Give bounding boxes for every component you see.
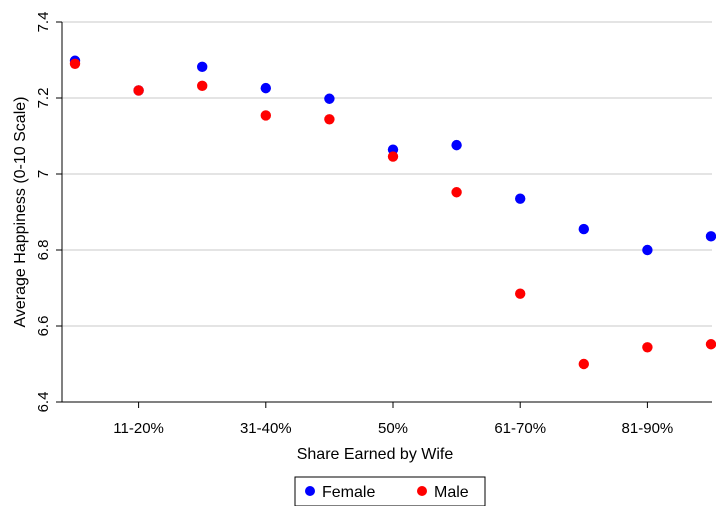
data-point-male: [451, 187, 462, 198]
x-tick-label: 11-20%: [113, 420, 164, 437]
data-point-male: [260, 110, 271, 121]
data-point-male: [578, 358, 589, 370]
legend-box: [294, 476, 486, 506]
data-point-male: [69, 58, 81, 69]
legend-label-female: Female: [322, 484, 375, 501]
y-tick-label: 7: [35, 170, 52, 178]
data-point-female: [642, 244, 653, 256]
legend-marker-female: [305, 486, 315, 496]
data-point-male: [387, 151, 399, 162]
x-tick-label: 31-40%: [240, 420, 292, 437]
data-point-female: [578, 223, 589, 235]
y-axis-title: Average Happiness (0-10 Scale): [12, 97, 29, 328]
y-tick-label: 7.2: [35, 88, 52, 109]
legend-marker-male: [417, 486, 427, 496]
data-point-female: [197, 61, 208, 73]
data-point-male: [197, 80, 208, 92]
legend: Female Male: [294, 476, 486, 506]
y-tick-label: 7.4: [35, 12, 52, 33]
gridlines: [62, 21, 712, 403]
data-point-male: [642, 342, 653, 353]
y-tick-label: 6.6: [35, 316, 52, 337]
data-point-female: [324, 93, 335, 104]
data-point-female: [260, 82, 271, 94]
data-point-male: [515, 288, 526, 299]
x-tick-label: 61-70%: [494, 420, 546, 437]
data-point-female: [705, 231, 716, 242]
x-axis-title: Share Earned by Wife: [297, 446, 454, 463]
y-tick-label: 6.4: [35, 392, 52, 413]
y-tick-label: 6.8: [35, 240, 52, 261]
data-point-female: [515, 193, 526, 204]
y-axis-ticks: 6.4 6.6 6.8 7 7.2 7.4: [35, 12, 62, 413]
x-tick-label: 81-90%: [622, 420, 674, 437]
legend-label-male: Male: [434, 484, 469, 501]
data-point-female: [451, 139, 462, 151]
x-axis-ticks: 11-20% 31-40% 50% 61-70% 81-90%: [113, 402, 673, 437]
data-point-male: [705, 339, 716, 350]
data-point-male: [133, 85, 144, 96]
data-point-male: [324, 114, 335, 125]
data-points: [69, 55, 716, 370]
x-tick-label: 50%: [378, 420, 408, 437]
